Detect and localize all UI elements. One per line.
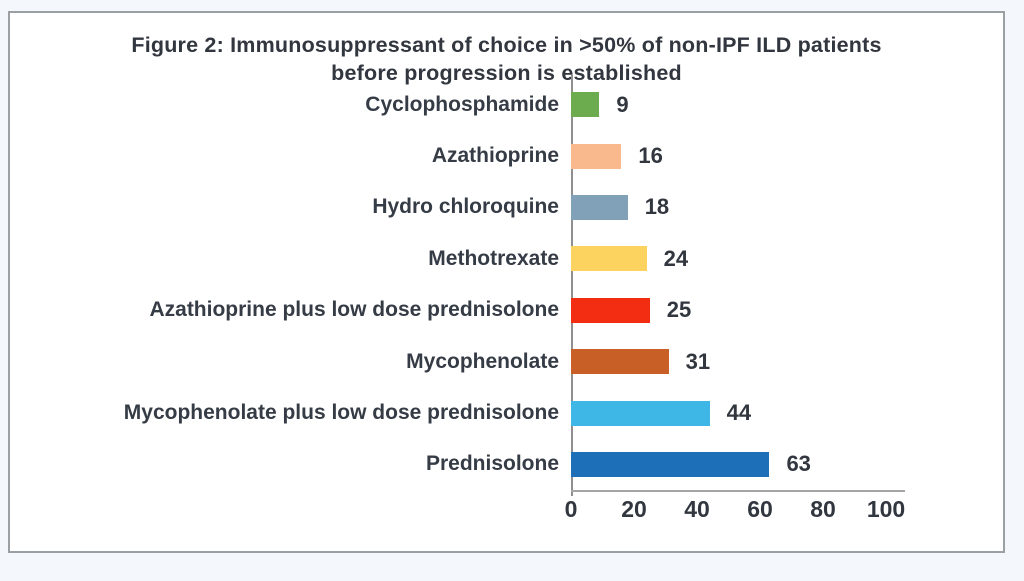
x-axis-tick-label: 0 xyxy=(564,496,578,522)
x-axis-tick-label: 80 xyxy=(810,496,836,522)
x-axis-tick-label: 100 xyxy=(866,496,906,522)
value-label: 25 xyxy=(666,297,692,323)
bar-row: Mycophenolate 31 xyxy=(10,336,1003,387)
value-label: 44 xyxy=(726,400,752,426)
value-label: 24 xyxy=(663,245,689,271)
bar-row: Azathioprine 16 xyxy=(10,130,1003,181)
bar-rows: Cyclophosphamide 9 Azathioprine 16 Hydro chl… xyxy=(10,79,1003,490)
value-label: 9 xyxy=(616,91,629,117)
category-label: Prednisolone xyxy=(425,452,559,476)
bar xyxy=(571,451,770,477)
bar-row: Azathioprine plus low dose prednisolone 2… xyxy=(10,285,1003,336)
value-label: 16 xyxy=(638,143,663,169)
bar xyxy=(571,297,650,323)
bar xyxy=(571,194,628,220)
bar-row: Methotrexate 24 xyxy=(10,233,1003,284)
bar-track: 44 xyxy=(571,400,1003,426)
value-label: 18 xyxy=(644,194,670,220)
bar-track: 18 xyxy=(571,194,1003,220)
chart-card: Figure 2: Immunosuppressant of choice in… xyxy=(8,11,1005,553)
bar-track: 25 xyxy=(571,297,1003,323)
category-label: Azathioprine plus low dose prednisolone xyxy=(149,298,559,322)
bar xyxy=(571,349,669,375)
bar xyxy=(571,400,710,426)
bar xyxy=(571,246,647,272)
x-axis-tick-label: 40 xyxy=(684,496,710,522)
x-axis-tick-label: 20 xyxy=(621,496,647,522)
bar-row: Prednisolone 63 xyxy=(10,439,1003,490)
x-axis-tick-label: 60 xyxy=(747,496,773,522)
bar-track: 31 xyxy=(571,348,1003,375)
bar-track: 63 xyxy=(571,451,1003,477)
bar-track: 24 xyxy=(571,245,1003,272)
y-axis-line xyxy=(571,75,573,496)
bar-track: 16 xyxy=(571,143,1003,169)
bar-row: Cyclophosphamide 9 xyxy=(10,79,1003,130)
x-axis-tick-labels: 0 20 40 60 80 100 xyxy=(565,496,906,526)
category-label: Methotrexate xyxy=(428,246,559,270)
bar-track: 9 xyxy=(571,91,1003,118)
bar-row: Hydro chloroquine 18 xyxy=(10,182,1003,233)
category-label: Cyclophosphamide xyxy=(365,92,559,116)
value-label: 31 xyxy=(685,348,711,374)
category-label: Mycophenolate xyxy=(406,349,559,373)
bar-row: Mycophenolate plus low dose prednisolone… xyxy=(10,387,1003,438)
chart-title: Figure 2: Immunosuppressant of choice in… xyxy=(131,33,882,85)
bar xyxy=(571,92,600,118)
x-axis-line xyxy=(571,490,905,492)
category-label: Hydro chloroquine xyxy=(372,195,559,219)
bar xyxy=(571,143,622,169)
value-label: 63 xyxy=(786,451,811,477)
category-label: Mycophenolate plus low dose prednisolone xyxy=(123,401,559,425)
category-label: Azathioprine xyxy=(431,144,559,168)
